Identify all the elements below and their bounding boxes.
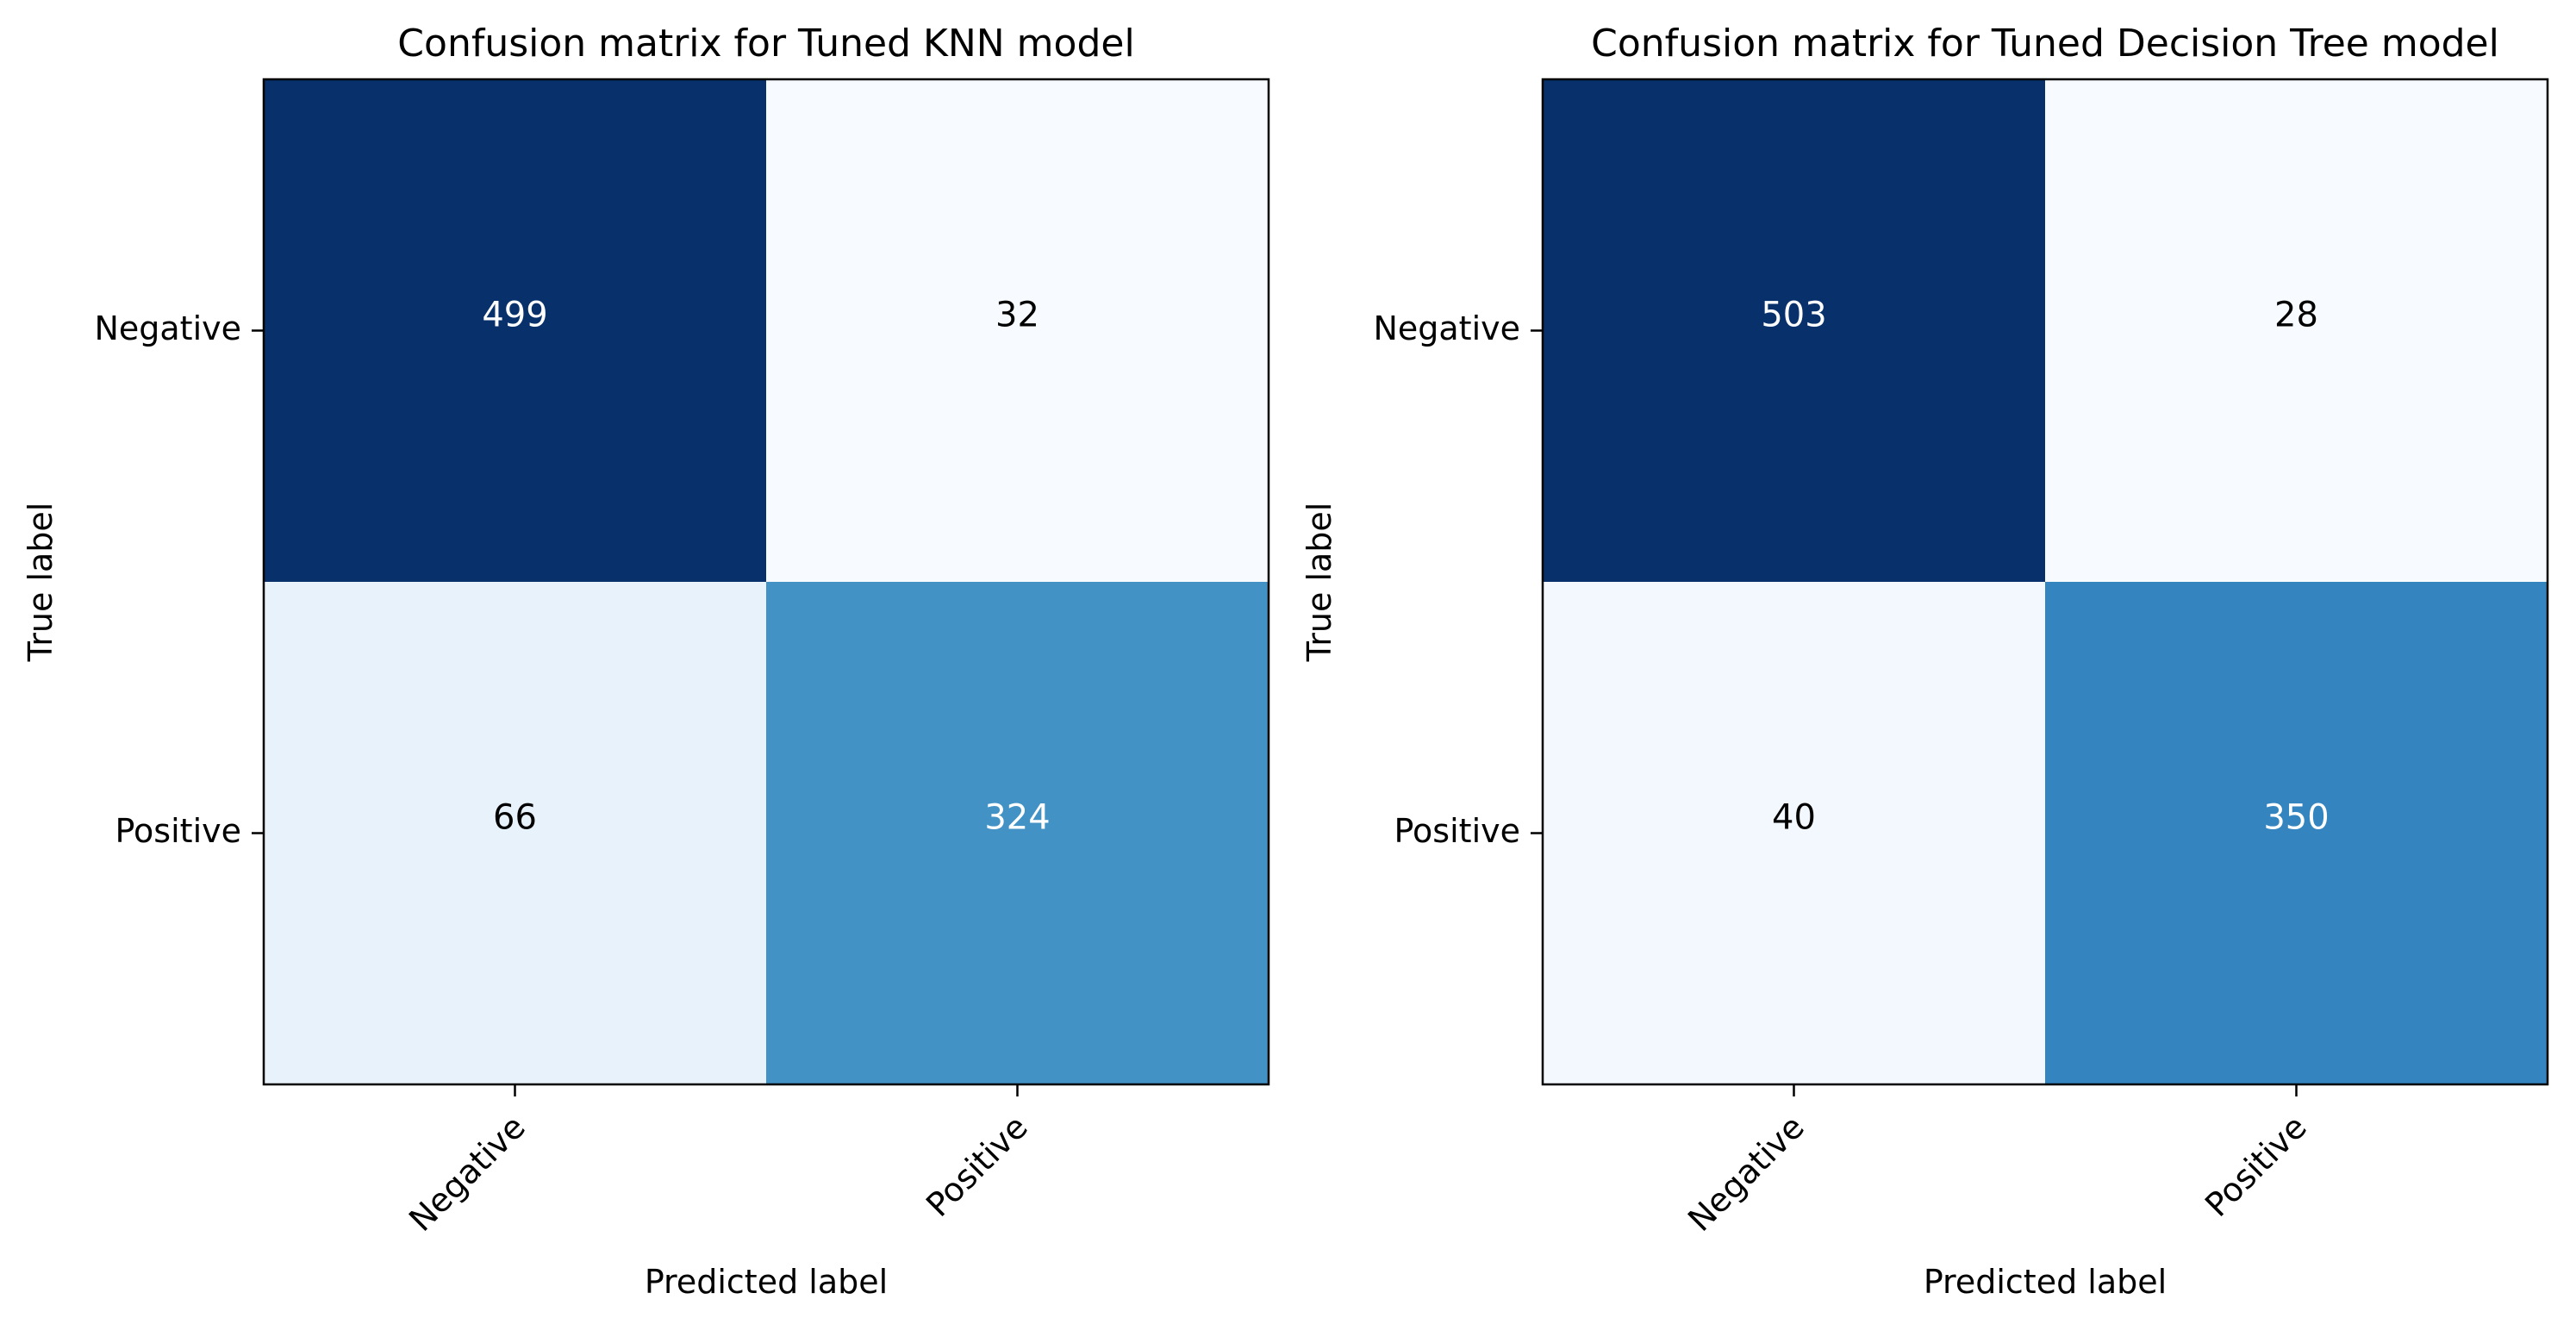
y-tick-label-decision-tree-0: Negative	[1373, 309, 1520, 347]
x-axis-label-decision-tree: Predicted label	[1924, 1263, 2167, 1301]
cell-value-knn-r1-c0: 66	[493, 798, 537, 838]
cell-value-decision-tree-r1-c0: 40	[1772, 798, 1816, 838]
y-tick-label-knn-1: Positive	[115, 812, 242, 850]
cell-decision-tree-r1-c0	[1543, 582, 2045, 1084]
chart-title-decision-tree: Confusion matrix for Tuned Decision Tree…	[1591, 22, 2499, 66]
cell-decision-tree-r0-c0	[1543, 79, 2045, 582]
cell-knn-r0-c1	[766, 79, 1269, 582]
plot-frame-knn	[262, 78, 1270, 1086]
cell-value-decision-tree-r0-c0: 503	[1761, 296, 1826, 335]
confusion-matrix-knn: Confusion matrix for Tuned KNN model 499…	[22, 22, 1270, 1301]
cell-knn-r1-c0	[264, 582, 766, 1084]
y-tick-label-decision-tree-1: Positive	[1394, 812, 1521, 850]
cell-value-decision-tree-r1-c1: 350	[2263, 798, 2329, 838]
confusion-matrix-decision-tree: Confusion matrix for Tuned Decision Tree…	[1300, 22, 2549, 1301]
cell-knn-r0-c0	[264, 79, 766, 582]
cell-value-knn-r0-c1: 32	[995, 296, 1039, 335]
y-axis-label-decision-tree: True label	[1300, 503, 1338, 663]
chart-title-knn: Confusion matrix for Tuned KNN model	[397, 22, 1134, 66]
cell-decision-tree-r1-c1	[2045, 582, 2548, 1084]
cell-decision-tree-r0-c1	[2045, 79, 2548, 582]
x-axis-label-knn: Predicted label	[645, 1263, 888, 1301]
y-axis-label-knn: True label	[22, 503, 59, 663]
cells-decision-tree: 503 28 40 350	[1543, 79, 2548, 1084]
cell-value-knn-r0-c0: 499	[482, 296, 547, 335]
cell-value-knn-r1-c1: 324	[984, 798, 1050, 838]
plot-frame-decision-tree	[1541, 78, 2549, 1086]
y-tick-label-knn-0: Negative	[94, 309, 241, 347]
cell-knn-r1-c1	[766, 582, 1269, 1084]
cells-knn: 499 32 66 324	[264, 79, 1269, 1084]
cell-value-decision-tree-r0-c1: 28	[2274, 296, 2318, 335]
